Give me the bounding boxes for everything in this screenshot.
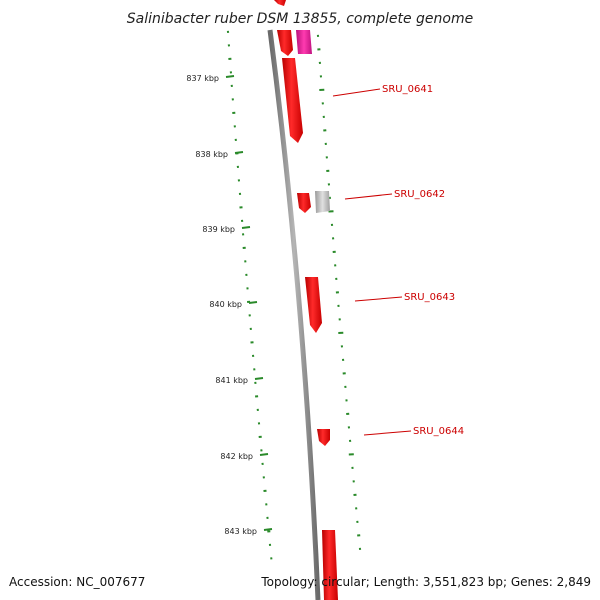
tick-label: 843 kbp (224, 527, 257, 536)
genome-title: Salinibacter ruber DSM 13855, complete g… (127, 11, 473, 27)
gene-arrow-sru-0643[interactable] (305, 277, 322, 333)
gene-arrow-sru-0641[interactable] (282, 58, 303, 143)
tick-label: 840 kbp (209, 300, 242, 309)
tick-label: 839 kbp (202, 225, 235, 234)
tick-label: 842 kbp (220, 452, 253, 461)
gene-arrow[interactable] (296, 30, 312, 54)
tick-mark (241, 226, 251, 229)
gene-arrow[interactable] (274, 0, 286, 6)
chromosome-backbone (267, 29, 321, 600)
label-leader-line (332, 88, 381, 97)
label-leader-line (344, 193, 393, 200)
gene-arrow[interactable] (297, 193, 311, 213)
gene-arrow[interactable] (322, 530, 338, 600)
tick-label: 841 kbp (215, 376, 248, 385)
tick-label: 838 kbp (195, 150, 228, 159)
gene-label-sru-0641[interactable]: SRU_0641 (382, 84, 433, 95)
gene-arrow-sru-0642[interactable] (315, 191, 330, 213)
gene-features (274, 0, 338, 600)
gc-content-track-left (226, 30, 273, 560)
gene-label-sru-0642[interactable]: SRU_0642 (394, 189, 445, 200)
genome-summary-text: Topology: circular; Length: 3,551,823 bp… (260, 575, 591, 589)
tick-label: 837 kbp (186, 74, 219, 83)
gc-content-track-right (316, 34, 362, 550)
scale-ticks: 837 kbp 838 kbp 839 kbp 840 kbp 841 kbp … (186, 74, 273, 536)
tick-mark (254, 377, 264, 380)
label-leader-line (354, 296, 403, 302)
tick-mark (225, 75, 235, 78)
label-leader-line (363, 430, 412, 436)
gene-label-sru-0644[interactable]: SRU_0644 (413, 426, 464, 437)
gene-label-sru-0643[interactable]: SRU_0643 (404, 292, 455, 303)
tick-mark (248, 301, 258, 304)
gene-labels: SRU_0641 SRU_0642 SRU_0643 SRU_0644 (332, 84, 464, 437)
tick-mark (263, 528, 273, 531)
tick-mark (234, 151, 244, 154)
accession-text: Accession: NC_007677 (9, 575, 145, 589)
gene-arrow[interactable] (277, 30, 293, 56)
tick-mark (259, 453, 269, 456)
gene-arrow-sru-0644[interactable] (317, 429, 330, 446)
